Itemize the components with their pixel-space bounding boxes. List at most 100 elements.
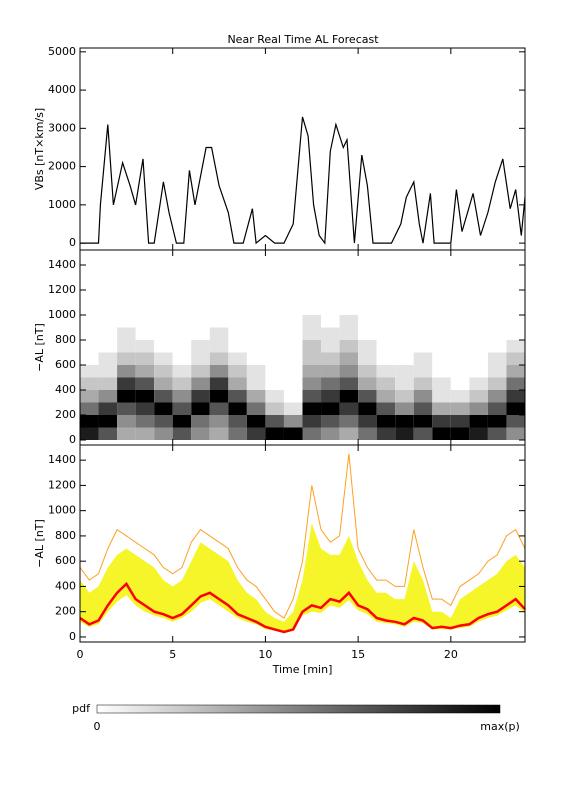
y-tick-label: 1200 xyxy=(48,283,76,296)
heatmap-cell xyxy=(80,377,99,390)
heatmap-cell xyxy=(265,340,284,353)
heatmap-cell xyxy=(135,352,155,365)
heatmap-cell xyxy=(228,377,247,390)
heatmap-cell xyxy=(302,402,322,415)
heatmap-cell xyxy=(265,377,284,390)
y-tick-label: 1000 xyxy=(48,198,76,211)
heatmap-cell xyxy=(321,352,340,365)
heatmap-cell xyxy=(358,377,377,390)
heatmap-cell xyxy=(154,377,173,390)
heatmap-cell xyxy=(191,352,210,365)
heatmap-cell xyxy=(432,327,451,340)
heatmap-cell xyxy=(228,402,247,415)
heatmap-cell xyxy=(117,377,136,390)
heatmap-cell xyxy=(135,340,155,353)
heatmap-cell xyxy=(209,415,229,428)
heatmap-cell xyxy=(228,365,247,378)
heatmap-cell xyxy=(395,377,414,390)
heatmap-cell xyxy=(413,352,433,365)
heatmap-cell xyxy=(358,402,377,415)
heatmap-cell xyxy=(450,415,470,428)
heatmap-cell xyxy=(117,402,136,415)
heatmap-cell xyxy=(302,377,322,390)
heatmap-cell xyxy=(209,315,229,328)
heatmap-cell xyxy=(339,327,359,340)
heatmap-cell xyxy=(487,415,507,428)
heatmap-cell xyxy=(469,390,488,403)
heatmap-cell xyxy=(283,377,303,390)
heatmap-cell xyxy=(228,315,247,328)
y-axis-label: −AL [nT] xyxy=(33,519,46,568)
heatmap-cell xyxy=(191,365,210,378)
heatmap-cell xyxy=(469,365,488,378)
y-tick-label: 0 xyxy=(69,630,76,643)
heatmap-cell xyxy=(376,377,396,390)
heatmap-cell xyxy=(321,415,340,428)
heatmap-cell xyxy=(80,402,99,415)
heatmap-cell xyxy=(302,390,322,403)
heatmap-cell xyxy=(228,352,247,365)
heatmap-cell xyxy=(339,377,359,390)
heatmap-cell xyxy=(506,377,525,390)
heatmap-cell xyxy=(376,352,396,365)
heatmap-cell xyxy=(339,390,359,403)
heatmap-cell xyxy=(117,340,136,353)
heatmap-cell xyxy=(98,327,118,340)
heatmap-cell xyxy=(283,402,303,415)
heatmap-cell xyxy=(246,327,266,340)
heatmap-cell xyxy=(209,427,229,440)
heatmap-cell xyxy=(228,327,247,340)
heatmap-cell xyxy=(432,315,451,328)
x-axis-label: Time [min] xyxy=(272,663,333,676)
heatmap-cell xyxy=(469,415,488,428)
heatmap-cell xyxy=(339,427,359,440)
y-tick-label: 1000 xyxy=(48,504,76,517)
heatmap-cell xyxy=(80,352,99,365)
heatmap-cell xyxy=(172,365,192,378)
heatmap-cell xyxy=(506,427,525,440)
heatmap-cell xyxy=(302,340,322,353)
heatmap-cell xyxy=(339,365,359,378)
heatmap-cell xyxy=(117,327,136,340)
heatmap-cell xyxy=(487,327,507,340)
heatmap-cell xyxy=(191,402,210,415)
heatmap-cell xyxy=(395,365,414,378)
heatmap-cell xyxy=(506,327,525,340)
heatmap-cell xyxy=(135,427,155,440)
heatmap-cell xyxy=(358,427,377,440)
heatmap-cell xyxy=(339,402,359,415)
heatmap-cell xyxy=(376,315,396,328)
heatmap-cell xyxy=(154,352,173,365)
heatmap-cell xyxy=(246,427,266,440)
heatmap-cell xyxy=(339,315,359,328)
heatmap-cell xyxy=(135,402,155,415)
heatmap-cell xyxy=(228,427,247,440)
heatmap-cell xyxy=(154,365,173,378)
heatmap-cell xyxy=(246,340,266,353)
y-tick-label: 800 xyxy=(55,529,76,542)
heatmap-cell xyxy=(154,315,173,328)
heatmap-cell xyxy=(506,390,525,403)
heatmap-cell xyxy=(376,402,396,415)
heatmap-cell xyxy=(358,365,377,378)
heatmap-cell xyxy=(98,402,118,415)
heatmap-cell xyxy=(321,340,340,353)
heatmap-cell xyxy=(98,415,118,428)
heatmap-cell xyxy=(413,402,433,415)
heatmap-cell xyxy=(376,340,396,353)
y-tick-label: 4000 xyxy=(48,83,76,96)
heatmap-cell xyxy=(487,315,507,328)
heatmap-cell xyxy=(154,327,173,340)
heatmap-cell xyxy=(469,402,488,415)
heatmap-cell xyxy=(172,402,192,415)
y-tick-label: 800 xyxy=(55,333,76,346)
heatmap-cell xyxy=(172,340,192,353)
heatmap-cell xyxy=(265,415,284,428)
heatmap-cell xyxy=(209,340,229,353)
y-axis-label: VBs [nT×km/s] xyxy=(33,108,46,190)
heatmap-cell xyxy=(469,352,488,365)
heatmap-cell xyxy=(246,315,266,328)
heatmap-cell xyxy=(117,352,136,365)
heatmap-cell xyxy=(172,427,192,440)
